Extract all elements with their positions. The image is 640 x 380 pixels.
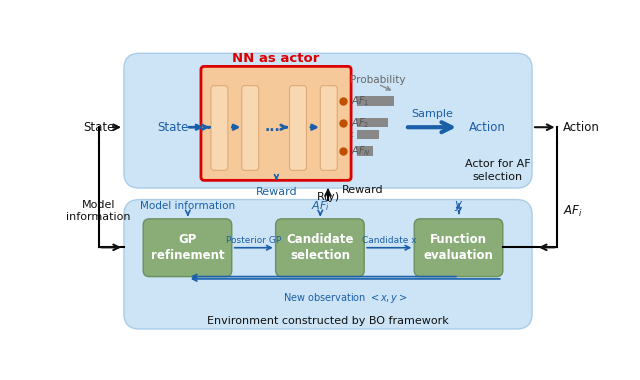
Bar bbox=[357, 130, 379, 139]
FancyBboxPatch shape bbox=[201, 66, 351, 180]
FancyBboxPatch shape bbox=[143, 219, 232, 277]
Text: Action: Action bbox=[563, 121, 600, 134]
FancyBboxPatch shape bbox=[320, 86, 337, 170]
Text: $y$: $y$ bbox=[454, 199, 463, 213]
Text: Reward: Reward bbox=[255, 187, 297, 197]
Text: GP
refinement: GP refinement bbox=[150, 233, 224, 262]
Bar bbox=[357, 146, 372, 156]
Text: Reward: Reward bbox=[342, 185, 383, 195]
Text: Candidate
selection: Candidate selection bbox=[286, 233, 354, 262]
Text: Actor for AF
selection: Actor for AF selection bbox=[465, 159, 530, 182]
Text: $AF_N$: $AF_N$ bbox=[351, 144, 371, 158]
Text: $AF_1$: $AF_1$ bbox=[351, 94, 369, 108]
Bar bbox=[357, 118, 388, 127]
Text: $AF_i$: $AF_i$ bbox=[563, 204, 582, 219]
Text: Function
evaluation: Function evaluation bbox=[424, 233, 493, 262]
Text: $AF_i$: $AF_i$ bbox=[311, 199, 330, 213]
Text: NN as actor: NN as actor bbox=[232, 52, 319, 65]
Text: State: State bbox=[157, 121, 188, 134]
Text: Model
information: Model information bbox=[67, 200, 131, 222]
FancyBboxPatch shape bbox=[242, 86, 259, 170]
Text: Model information: Model information bbox=[140, 201, 236, 211]
Text: :: : bbox=[351, 129, 355, 139]
FancyBboxPatch shape bbox=[124, 53, 532, 188]
Text: $AF_2$: $AF_2$ bbox=[351, 116, 369, 130]
Text: Probability: Probability bbox=[350, 75, 406, 85]
Text: State: State bbox=[83, 121, 114, 134]
FancyBboxPatch shape bbox=[211, 86, 228, 170]
Bar bbox=[357, 97, 394, 106]
Text: Sample: Sample bbox=[411, 109, 453, 119]
Text: Posterior GP: Posterior GP bbox=[226, 236, 282, 245]
FancyBboxPatch shape bbox=[414, 219, 503, 277]
Text: Environment constructed by BO framework: Environment constructed by BO framework bbox=[207, 316, 449, 326]
Text: Candidate x: Candidate x bbox=[362, 236, 417, 245]
Text: ...: ... bbox=[265, 120, 280, 134]
Text: R(y): R(y) bbox=[316, 192, 340, 202]
FancyBboxPatch shape bbox=[276, 219, 364, 277]
FancyBboxPatch shape bbox=[124, 200, 532, 329]
FancyBboxPatch shape bbox=[289, 86, 307, 170]
Text: Action: Action bbox=[469, 121, 506, 134]
Text: New observation $<x, y>$: New observation $<x, y>$ bbox=[284, 291, 408, 305]
